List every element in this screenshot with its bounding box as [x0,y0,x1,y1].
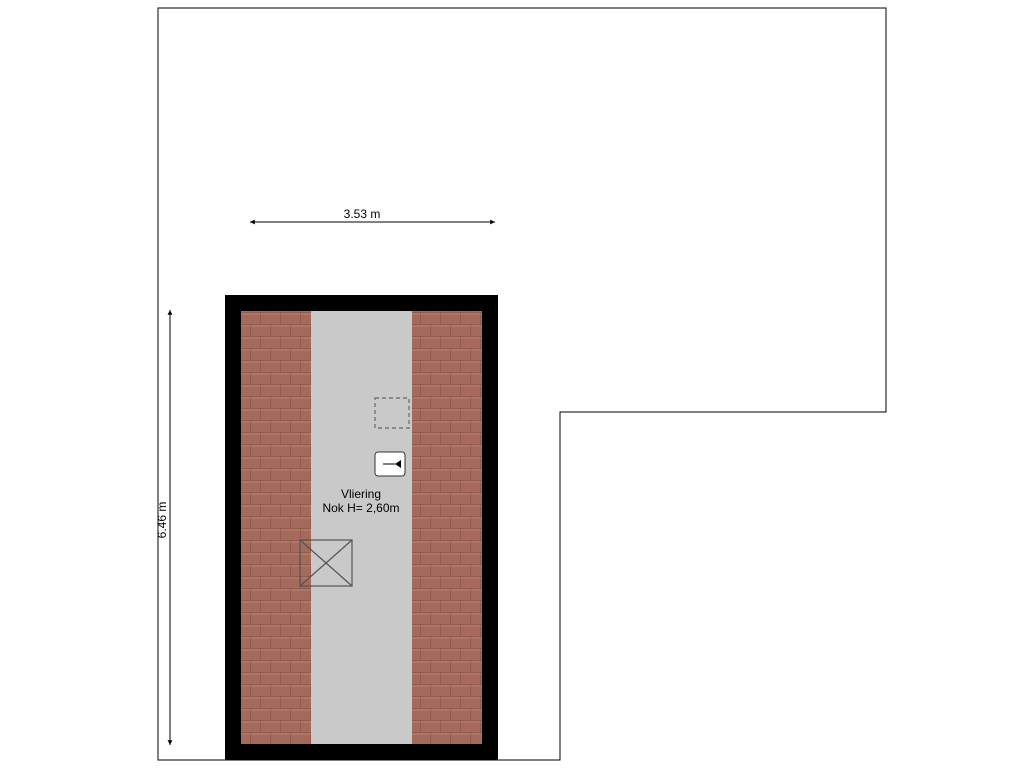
heater-icon [375,452,405,476]
dimension-height: 6.46 m [155,310,170,745]
dimension-width: 3.53 m [250,207,495,222]
roof-tiles-right [412,311,482,744]
room-vliering: VlieringNok H= 2,60m [225,295,498,760]
room-label-height: Nok H= 2,60m [322,501,399,515]
roof-tiles-left [241,311,311,744]
dimension-width-label: 3.53 m [344,207,381,221]
dimension-height-label: 6.46 m [155,502,169,539]
room-label-name: Vliering [341,487,381,501]
